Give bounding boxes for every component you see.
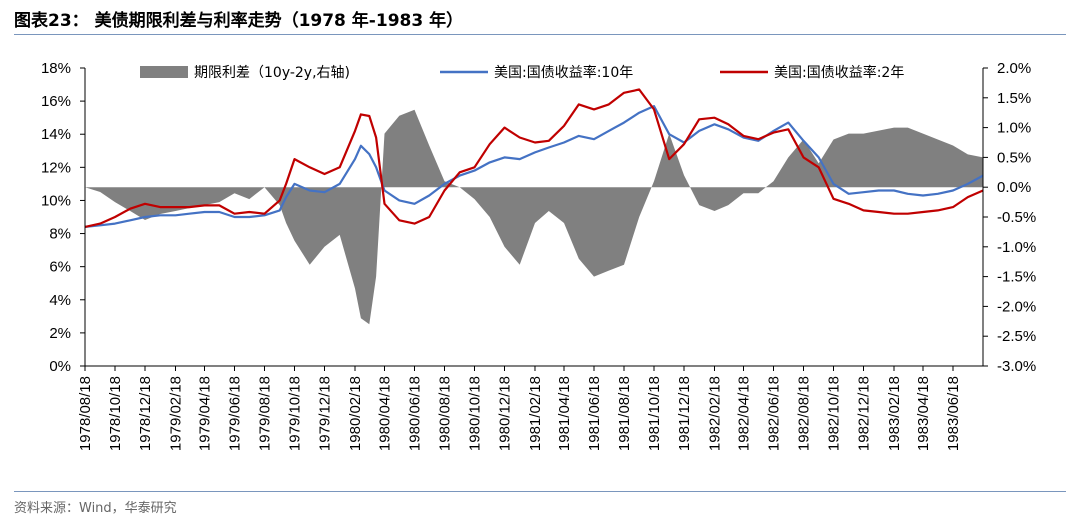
legend: 期限利差（10y-2y,右轴) 美国:国债收益率:10年 美国:国债收益率:2年 (140, 64, 904, 81)
right-tick-label: -0.5% (997, 209, 1036, 226)
axes: 18% 16% 14% 12% 10% 8% 6% 4% 2% 0% 2.0% 1.5% 1.0% 0.5… (41, 60, 1036, 451)
x-tick-label: 1979/06/18 (227, 376, 244, 451)
right-tick-label: -2.5% (997, 328, 1036, 345)
right-tick-label: 2.0% (997, 60, 1031, 77)
x-tick-label: 1980/08/18 (436, 376, 453, 451)
x-tick-label: 1982/04/18 (736, 376, 753, 451)
x-tick-label: 1980/06/18 (406, 376, 423, 451)
x-tick-label: 1980/12/18 (496, 376, 513, 451)
x-tick-label: 1979/10/18 (287, 376, 304, 451)
legend-label: 期限利差（10y-2y,右轴) (194, 65, 350, 81)
left-tick-label: 14% (41, 126, 71, 143)
x-tick-label: 1983/02/18 (886, 376, 903, 451)
x-tick-label: 1981/10/18 (646, 376, 663, 451)
left-tick-label: 10% (41, 192, 71, 209)
footer-rule (14, 491, 1066, 492)
x-tick-label: 1978/12/18 (137, 376, 154, 451)
left-tick-label: 16% (41, 93, 71, 110)
x-tick-label: 1982/08/18 (795, 376, 812, 451)
right-tick-label: -1.5% (997, 269, 1036, 286)
chart-title: 图表23： 美债期限利差与利率走势（1978 年-1983 年） (14, 11, 464, 31)
x-tick-label: 1983/04/18 (915, 376, 932, 451)
x-tick-label: 1981/06/18 (586, 376, 603, 451)
x-tick-label: 1978/10/18 (107, 376, 124, 451)
left-tick-label: 6% (49, 259, 71, 276)
right-tick-label: -1.0% (997, 239, 1036, 256)
spread-area-layer (85, 109, 983, 325)
x-tick-label: 1982/10/18 (825, 376, 842, 451)
x-tick-label: 1979/04/18 (197, 376, 214, 451)
x-tick-label: 1981/04/18 (556, 376, 573, 451)
x-tick-label: 1983/06/18 (945, 376, 962, 451)
right-tick-label: 0.5% (997, 149, 1031, 166)
x-tick-label: 1981/02/18 (527, 376, 544, 451)
x-tick-label: 1980/02/18 (347, 376, 364, 451)
source-note: 资料来源：Wind，华泰研究 (14, 501, 177, 516)
series-2y-line (84, 88, 984, 228)
x-tick-label: 1979/12/18 (316, 376, 333, 451)
x-tick-label: 1982/12/18 (855, 376, 872, 451)
left-tick-label: 2% (49, 325, 71, 342)
legend-label: 美国:国债收益率:2年 (774, 64, 904, 81)
right-tick-label: -2.0% (997, 298, 1036, 315)
x-tick-label: 1982/02/18 (706, 376, 723, 451)
right-tick-label: 1.0% (997, 120, 1031, 137)
x-tick-label: 1982/06/18 (765, 376, 782, 451)
series-spread-area (85, 109, 983, 325)
x-tick-label: 1981/12/18 (676, 376, 693, 451)
x-tick-label: 1978/08/18 (77, 376, 94, 451)
right-tick-label: -3.0% (997, 358, 1036, 375)
yield-line-layer (84, 88, 984, 228)
legend-label: 美国:国债收益率:10年 (494, 64, 633, 81)
right-tick-label: 0.0% (997, 179, 1031, 196)
left-tick-label: 0% (49, 358, 71, 375)
left-tick-label: 18% (41, 60, 71, 77)
left-tick-label: 8% (49, 226, 71, 243)
x-tick-label: 1980/04/18 (376, 376, 393, 451)
left-tick-label: 12% (41, 159, 71, 176)
x-tick-label: 1979/08/18 (257, 376, 274, 451)
series-10y-line (84, 105, 984, 228)
chart: 18% 16% 14% 12% 10% 8% 6% 4% 2% 0% 2.0% 1.5% 1.0% 0.5… (41, 60, 1036, 451)
left-tick-label: 4% (49, 292, 71, 309)
x-tick-label: 1981/08/18 (616, 376, 633, 451)
legend-swatch-spread (140, 66, 188, 78)
right-tick-label: 1.5% (997, 90, 1031, 107)
title-rule (14, 34, 1066, 35)
x-tick-label: 1980/10/18 (466, 376, 483, 451)
x-tick-label: 1979/02/18 (167, 376, 184, 451)
